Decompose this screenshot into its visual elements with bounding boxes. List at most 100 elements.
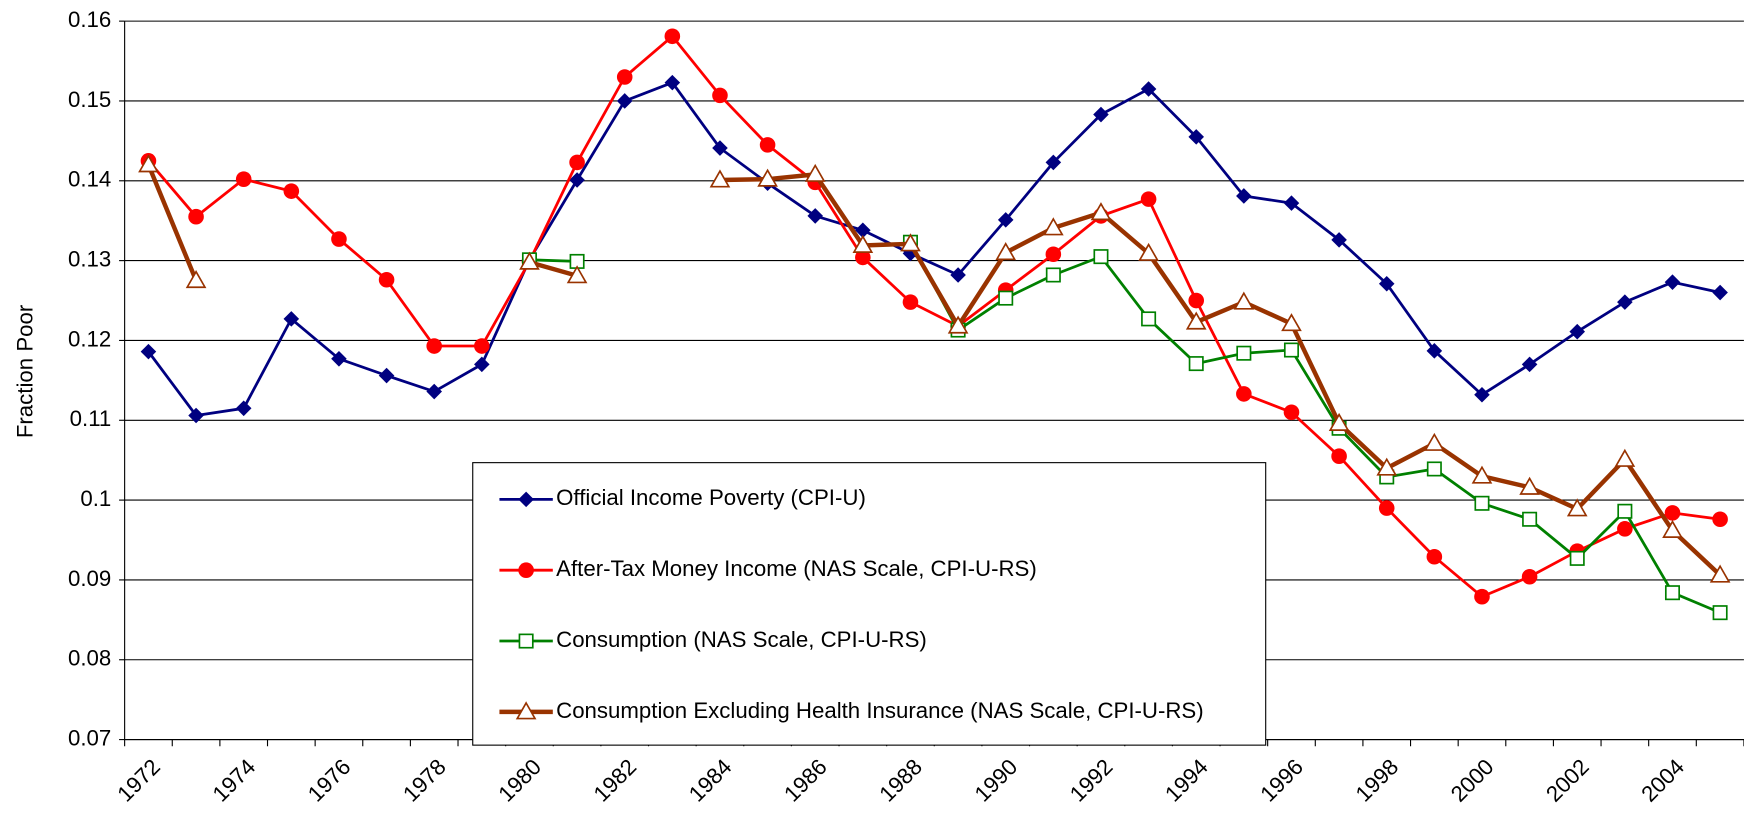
y-axis-label: Fraction Poor bbox=[13, 304, 38, 438]
marker bbox=[331, 231, 347, 247]
marker bbox=[852, 234, 874, 253]
marker bbox=[1141, 311, 1157, 327]
marker bbox=[1283, 342, 1299, 358]
marker bbox=[1045, 267, 1061, 283]
marker bbox=[807, 208, 823, 224]
marker bbox=[1521, 356, 1538, 373]
marker bbox=[1188, 129, 1205, 145]
marker bbox=[1709, 564, 1731, 583]
marker bbox=[1566, 498, 1588, 517]
legend-label: Official Income Poverty (CPI-U) bbox=[556, 485, 866, 510]
marker bbox=[902, 294, 919, 310]
y-tick-label: 0.16 bbox=[68, 7, 111, 32]
x-tick-label: 1994 bbox=[1160, 754, 1213, 807]
marker bbox=[947, 315, 969, 334]
marker bbox=[1188, 292, 1205, 309]
marker bbox=[1138, 242, 1159, 261]
legend-label: After-Tax Money Income (NAS Scale, CPI-U… bbox=[556, 556, 1037, 581]
y-tick-label: 0.13 bbox=[68, 246, 111, 271]
y-tick-label: 0.14 bbox=[68, 167, 111, 192]
legend-box bbox=[472, 462, 1267, 746]
marker bbox=[185, 269, 207, 289]
y-tick-label: 0.1 bbox=[80, 486, 111, 511]
marker bbox=[1236, 345, 1252, 361]
marker bbox=[188, 208, 204, 225]
marker bbox=[950, 267, 966, 283]
marker bbox=[712, 87, 728, 104]
marker bbox=[998, 290, 1014, 306]
marker bbox=[1376, 457, 1398, 476]
marker bbox=[1140, 191, 1157, 207]
marker bbox=[1614, 448, 1636, 467]
marker bbox=[1664, 274, 1681, 290]
marker bbox=[426, 383, 442, 400]
marker bbox=[566, 265, 588, 284]
marker bbox=[1185, 311, 1207, 330]
x-tick-label: 1974 bbox=[208, 754, 261, 807]
marker bbox=[515, 701, 537, 720]
marker bbox=[1521, 568, 1538, 585]
marker bbox=[1712, 284, 1728, 301]
series-line bbox=[146, 163, 1722, 577]
marker bbox=[1617, 294, 1633, 310]
marker bbox=[138, 154, 159, 173]
x-tick-label: 1996 bbox=[1255, 754, 1308, 807]
marker bbox=[1281, 313, 1302, 332]
marker bbox=[1522, 511, 1538, 527]
x-tick-label: 1976 bbox=[303, 754, 356, 807]
marker bbox=[995, 242, 1017, 261]
marker bbox=[1617, 503, 1633, 519]
x-tick-label: 1980 bbox=[493, 754, 546, 807]
marker bbox=[331, 351, 347, 367]
x-tick-label: 2002 bbox=[1541, 754, 1594, 807]
marker bbox=[426, 338, 442, 354]
y-tick-label: 0.12 bbox=[68, 326, 111, 351]
marker bbox=[235, 400, 252, 417]
marker bbox=[1664, 585, 1680, 601]
y-tick-label: 0.11 bbox=[70, 406, 112, 431]
marker bbox=[1090, 202, 1112, 221]
marker bbox=[1188, 356, 1204, 372]
x-tick-label: 1992 bbox=[1065, 754, 1118, 807]
marker bbox=[518, 562, 534, 578]
x-tick-label: 1984 bbox=[684, 754, 737, 807]
marker bbox=[759, 137, 776, 153]
marker bbox=[474, 356, 490, 373]
marker bbox=[1233, 291, 1255, 310]
marker bbox=[712, 140, 728, 156]
marker bbox=[1426, 461, 1442, 477]
marker bbox=[1569, 550, 1585, 566]
marker bbox=[378, 271, 395, 288]
x-tick-label: 2004 bbox=[1636, 754, 1689, 807]
x-tick-label: 2000 bbox=[1446, 754, 1499, 807]
marker bbox=[1519, 476, 1540, 495]
y-tick-label: 0.09 bbox=[68, 566, 111, 591]
marker bbox=[616, 69, 633, 85]
marker bbox=[1093, 249, 1109, 265]
marker bbox=[1378, 500, 1395, 516]
marker bbox=[474, 338, 490, 354]
marker bbox=[855, 249, 871, 266]
series-line bbox=[147, 80, 1721, 417]
marker bbox=[1043, 217, 1064, 236]
x-tick-label: 1978 bbox=[398, 754, 451, 807]
x-tick-label: 1982 bbox=[589, 754, 642, 807]
marker bbox=[569, 154, 585, 171]
marker bbox=[1426, 548, 1443, 565]
marker bbox=[519, 251, 540, 270]
marker bbox=[1283, 404, 1300, 421]
marker bbox=[1712, 511, 1728, 528]
marker bbox=[1045, 246, 1062, 263]
y-tick-label: 0.08 bbox=[68, 646, 111, 671]
legend-label: Consumption Excluding Health Insurance (… bbox=[556, 698, 1204, 723]
marker bbox=[283, 311, 300, 327]
marker bbox=[1236, 188, 1252, 204]
marker bbox=[235, 171, 252, 187]
marker bbox=[900, 233, 921, 252]
marker bbox=[664, 74, 681, 91]
marker bbox=[1236, 386, 1252, 402]
marker bbox=[1471, 465, 1493, 484]
marker bbox=[1617, 521, 1633, 537]
